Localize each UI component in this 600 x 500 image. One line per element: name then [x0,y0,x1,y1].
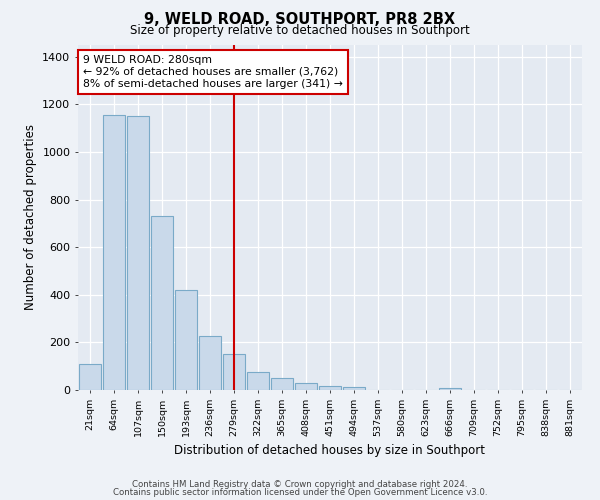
X-axis label: Distribution of detached houses by size in Southport: Distribution of detached houses by size … [175,444,485,458]
Text: 9, WELD ROAD, SOUTHPORT, PR8 2BX: 9, WELD ROAD, SOUTHPORT, PR8 2BX [145,12,455,26]
Bar [199,336,221,390]
Bar [271,378,293,390]
Text: Contains public sector information licensed under the Open Government Licence v3: Contains public sector information licen… [113,488,487,497]
Text: Size of property relative to detached houses in Southport: Size of property relative to detached ho… [130,24,470,37]
Y-axis label: Number of detached properties: Number of detached properties [23,124,37,310]
Bar [295,383,317,390]
Bar [103,115,125,390]
Bar [79,364,101,390]
Bar [343,387,365,390]
Bar [127,116,149,390]
Bar [223,354,245,390]
Text: Contains HM Land Registry data © Crown copyright and database right 2024.: Contains HM Land Registry data © Crown c… [132,480,468,489]
Bar [151,216,173,390]
Bar [175,290,197,390]
Bar [439,388,461,390]
Bar [247,372,269,390]
Bar [319,386,341,390]
Text: 9 WELD ROAD: 280sqm
← 92% of detached houses are smaller (3,762)
8% of semi-deta: 9 WELD ROAD: 280sqm ← 92% of detached ho… [83,56,343,88]
